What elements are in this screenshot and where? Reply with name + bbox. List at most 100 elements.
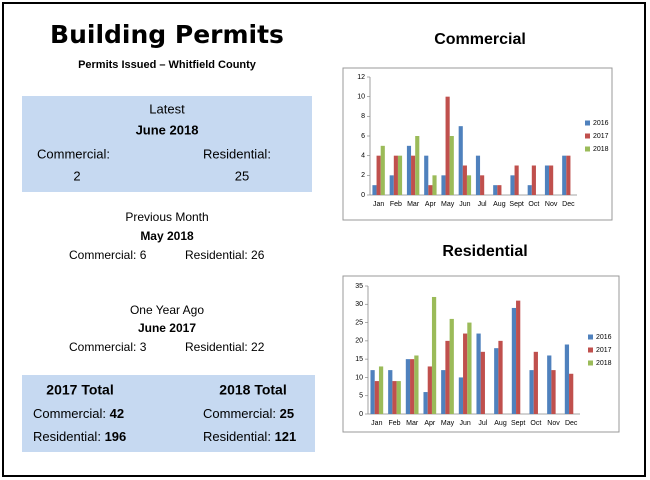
bar bbox=[494, 348, 499, 414]
year-ago-commercial: Commercial: 3 bbox=[69, 340, 147, 354]
bar bbox=[380, 145, 385, 195]
legend-swatch bbox=[588, 347, 593, 353]
bar bbox=[516, 300, 521, 414]
x-tick-label: Jul bbox=[478, 420, 487, 427]
y-tick-label: 0 bbox=[361, 192, 365, 199]
total-heading: 2018 Total bbox=[219, 382, 286, 398]
value: 3 bbox=[140, 340, 147, 354]
latest-box bbox=[22, 96, 312, 192]
x-tick-label: Mar bbox=[407, 201, 420, 208]
label: Commercial: bbox=[69, 340, 136, 354]
bar bbox=[428, 185, 433, 195]
x-tick-label: Jun bbox=[459, 201, 470, 208]
subtitle: Permits Issued – Whitfield County bbox=[78, 59, 257, 71]
value: 196 bbox=[105, 429, 127, 444]
bar bbox=[397, 155, 403, 195]
bar bbox=[449, 318, 454, 414]
latest-residential: 25 bbox=[235, 168, 249, 183]
bar bbox=[393, 155, 398, 195]
x-tick-label: Apr bbox=[425, 201, 437, 208]
x-tick-label: Aug bbox=[494, 420, 507, 427]
bar bbox=[462, 165, 467, 195]
x-tick-label: Jul bbox=[478, 201, 487, 208]
latest-period: June 2018 bbox=[136, 122, 199, 137]
y-tick-label: 2 bbox=[361, 172, 365, 179]
bar bbox=[445, 340, 450, 414]
legend-label: 2017 bbox=[593, 133, 609, 140]
x-tick-label: Jan bbox=[373, 201, 384, 208]
legend-label: 2017 bbox=[596, 347, 612, 354]
x-tick-label: Sept bbox=[509, 201, 523, 208]
value: 6 bbox=[140, 248, 147, 262]
latest-heading: Latest bbox=[149, 101, 185, 116]
y-tick-label: 8 bbox=[361, 113, 365, 120]
label: Residential: bbox=[185, 340, 248, 354]
bar bbox=[431, 296, 437, 414]
bar bbox=[566, 155, 571, 195]
bar bbox=[376, 155, 381, 195]
y-tick-label: 35 bbox=[355, 283, 363, 290]
legend-label: 2016 bbox=[593, 120, 609, 127]
y-tick-label: 20 bbox=[355, 338, 363, 345]
previous-commercial: Commercial: 6 bbox=[69, 248, 147, 262]
bar bbox=[427, 366, 432, 414]
bar bbox=[564, 344, 570, 414]
x-tick-label: Nov bbox=[547, 420, 560, 427]
bar bbox=[441, 175, 446, 195]
bar bbox=[544, 165, 550, 195]
bar bbox=[445, 96, 450, 195]
total-commercial: Commercial: 25 bbox=[203, 406, 294, 421]
bar bbox=[458, 377, 464, 414]
bar bbox=[463, 333, 468, 414]
bar bbox=[415, 136, 420, 195]
value: 22 bbox=[251, 340, 265, 354]
label: Commercial: bbox=[203, 406, 276, 421]
bar bbox=[549, 165, 554, 195]
totals-box bbox=[22, 375, 315, 452]
total-commercial: Commercial: 42 bbox=[33, 406, 124, 421]
x-tick-label: May bbox=[441, 201, 455, 208]
bar bbox=[475, 155, 481, 195]
page-title: Building Permits bbox=[50, 20, 284, 49]
x-tick-label: Jan bbox=[371, 420, 382, 427]
label: Commercial: bbox=[69, 248, 136, 262]
value: 26 bbox=[251, 248, 265, 262]
bar bbox=[510, 175, 515, 195]
bar bbox=[441, 370, 446, 414]
bar bbox=[480, 351, 485, 414]
bar bbox=[396, 381, 401, 414]
legend-swatch bbox=[588, 334, 593, 340]
bar bbox=[467, 322, 472, 414]
bar bbox=[432, 175, 437, 195]
legend-swatch bbox=[588, 360, 593, 366]
legend-label: 2018 bbox=[596, 360, 612, 367]
y-tick-label: 30 bbox=[355, 301, 363, 308]
x-tick-label: May bbox=[441, 420, 455, 427]
x-tick-label: Oct bbox=[528, 201, 539, 208]
chart-title: Commercial bbox=[434, 31, 526, 48]
bar bbox=[547, 355, 552, 414]
bar bbox=[493, 185, 498, 195]
label: Residential: bbox=[203, 429, 271, 444]
y-tick-label: 12 bbox=[357, 74, 365, 81]
bar bbox=[531, 165, 536, 195]
bar bbox=[514, 165, 519, 195]
label: Residential: bbox=[185, 248, 248, 262]
bar bbox=[533, 351, 538, 414]
previous-heading: Previous Month bbox=[125, 210, 208, 224]
y-tick-label: 4 bbox=[361, 153, 365, 160]
bar bbox=[370, 370, 375, 414]
x-tick-label: Oct bbox=[530, 420, 541, 427]
bar bbox=[511, 307, 517, 414]
x-tick-label: Apr bbox=[424, 420, 436, 427]
x-tick-label: Feb bbox=[390, 201, 402, 208]
x-tick-label: Dec bbox=[562, 201, 575, 208]
bar bbox=[529, 370, 534, 414]
legend-swatch bbox=[585, 120, 590, 126]
bar bbox=[476, 333, 481, 414]
previous-residential: Residential: 26 bbox=[185, 248, 265, 262]
bar bbox=[424, 155, 429, 195]
label: Residential: bbox=[33, 429, 101, 444]
latest-commercial-label: Commercial: bbox=[37, 146, 110, 161]
x-tick-label: Aug bbox=[493, 201, 506, 208]
